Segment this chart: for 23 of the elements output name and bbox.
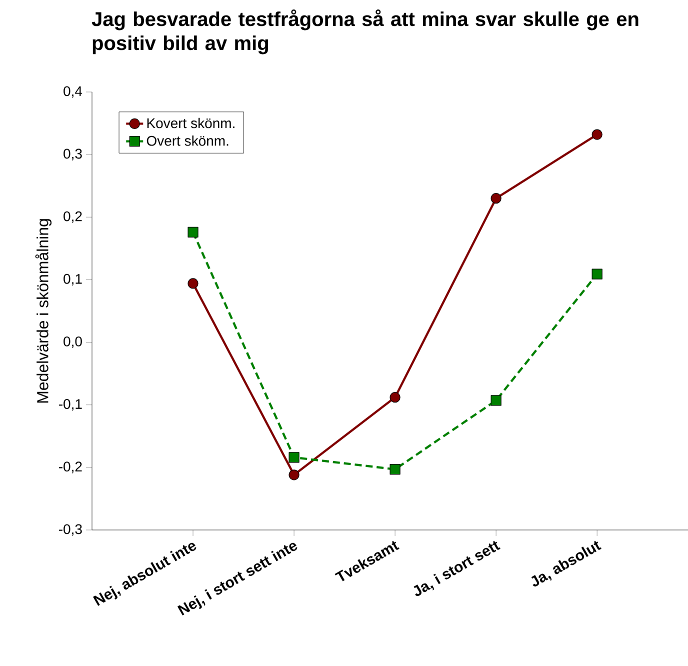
y-tick-label: 0,2 <box>64 211 82 223</box>
point <box>490 395 502 406</box>
point <box>288 470 300 480</box>
point <box>390 392 400 403</box>
point <box>390 464 400 475</box>
y-tick-label: -0,3 <box>58 524 82 536</box>
point <box>592 268 602 280</box>
y-tick-label: 0,4 <box>64 86 82 98</box>
legend-label: Kovert skönm. <box>147 118 234 128</box>
y-tick-label: 0,0 <box>64 336 82 348</box>
legend-label: Overt skönm. <box>146 136 228 146</box>
y-tick-label: -0,2 <box>58 462 82 474</box>
point <box>288 452 300 463</box>
point <box>188 226 198 238</box>
y-tick-label: 0,1 <box>64 274 82 286</box>
y-tick-label: -0,1 <box>58 399 82 411</box>
x-tick-label: Ja, i stort sett <box>414 540 500 596</box>
point <box>592 129 602 140</box>
point <box>188 278 198 289</box>
y-tick-label: 0,3 <box>64 148 82 160</box>
chart-title: Jag besvarade testfrågorna så att mina svar skulle ge en positiv bild av mig <box>92 9 638 54</box>
y-axis-title: Medelvärde i skönmålning <box>35 219 52 403</box>
point <box>490 193 502 204</box>
